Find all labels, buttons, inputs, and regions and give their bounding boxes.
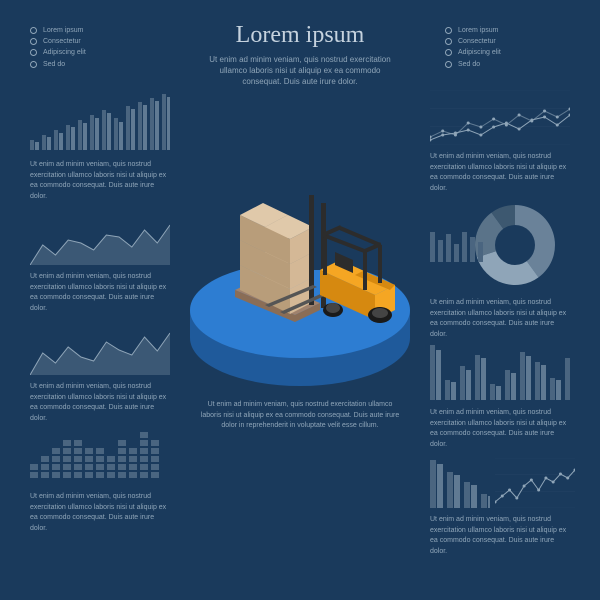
area-chart-1 (30, 210, 170, 265)
bullet-circle-icon (445, 49, 452, 56)
bullet-circle-icon (445, 27, 452, 34)
bullet-item: Adipiscing elit (30, 47, 140, 58)
bullet-item: Consectetur (445, 36, 565, 47)
bullet-label: Sed do (43, 59, 65, 70)
mini-bars (430, 232, 485, 262)
bullet-label: Adipiscing elit (43, 47, 86, 58)
bullet-circle-icon (445, 61, 452, 68)
bullet-item: Consectetur (30, 36, 140, 47)
bullet-label: Consectetur (458, 36, 496, 47)
bullet-item: Lorem ipsum (445, 25, 565, 36)
bullet-item: Sed do (445, 59, 565, 70)
bar-chart-side (430, 458, 490, 508)
bullet-item: Lorem ipsum (30, 25, 140, 36)
subtitle-text: Ut enim ad minim veniam, quis nostrud ex… (200, 54, 400, 88)
bullet-list-left: Lorem ipsumConsecteturAdipiscing elitSed… (30, 25, 140, 70)
bullet-label: Consectetur (43, 36, 81, 47)
bullet-label: Lorem ipsum (458, 25, 498, 36)
bullet-label: Lorem ipsum (43, 25, 83, 36)
bullet-item: Adipiscing elit (445, 47, 565, 58)
bullet-list-right: Lorem ipsumConsecteturAdipiscing elitSed… (445, 25, 565, 70)
bullet-label: Sed do (458, 59, 480, 70)
forklift-icon (225, 175, 405, 345)
desc-r1: Ut enim ad minim veniam, quis nostrud ex… (430, 152, 570, 194)
line-chart-top (430, 90, 570, 145)
desc-r3: Ut enim ad minim veniam, quis nostrud ex… (430, 408, 570, 450)
bullet-circle-icon (30, 27, 37, 34)
desc-2: Ut enim ad minim veniam, quis nostrud ex… (30, 272, 170, 314)
bullet-circle-icon (30, 49, 37, 56)
equalizer-chart (30, 430, 170, 485)
bar-chart-1 (30, 90, 170, 150)
bullet-item: Sed do (30, 59, 140, 70)
bar-chart-right (430, 345, 570, 400)
bullet-circle-icon (30, 61, 37, 68)
desc-4: Ut enim ad minim veniam, quis nostrud ex… (30, 492, 170, 534)
desc-r2: Ut enim ad minim veniam, quis nostrud ex… (430, 298, 570, 340)
bullet-label: Adipiscing elit (458, 47, 501, 58)
desc-3: Ut enim ad minim veniam, quis nostrud ex… (30, 382, 170, 424)
bullet-circle-icon (445, 38, 452, 45)
bottom-text: Ut enim ad minim veniam, quis nostrud ex… (200, 400, 400, 432)
area-chart-2 (30, 320, 170, 375)
bullet-circle-icon (30, 38, 37, 45)
infographic-canvas: Lorem ipsum Ut enim ad minim veniam, qui… (0, 0, 600, 600)
line-chart-bottom (495, 458, 575, 508)
desc-r4: Ut enim ad minim veniam, quis nostrud ex… (430, 515, 570, 557)
desc-1: Ut enim ad minim veniam, quis nostrud ex… (30, 160, 170, 202)
